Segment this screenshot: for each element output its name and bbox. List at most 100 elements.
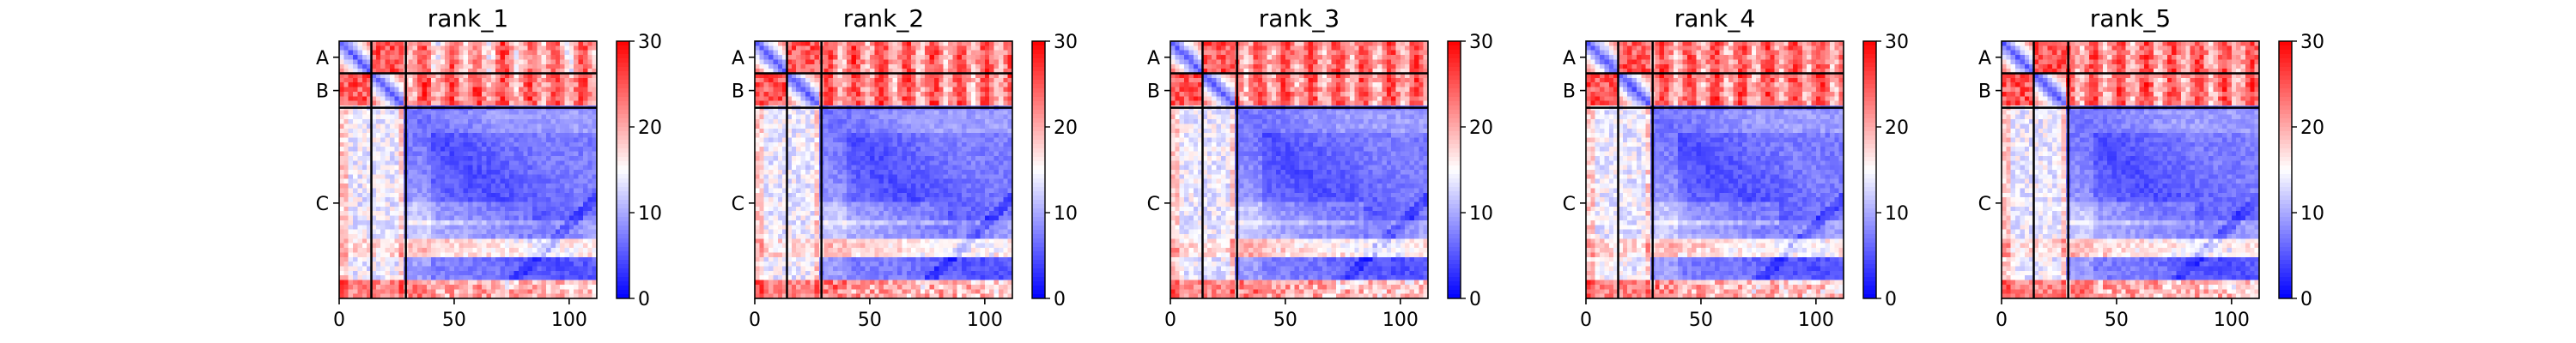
heatmap-cell (504, 69, 510, 75)
heatmap-cell (550, 220, 556, 226)
heatmap-cell (357, 234, 363, 239)
heatmap-cell (431, 91, 437, 97)
heatmap-cell (989, 96, 995, 102)
heatmap-cell (518, 41, 524, 46)
heatmap-cell (408, 45, 414, 51)
heatmap-cell (417, 178, 423, 184)
heatmap-cell (523, 137, 529, 143)
heatmap-cell (463, 192, 469, 198)
heatmap-cell (385, 206, 391, 212)
heatmap-cell (592, 141, 598, 147)
heatmap-cell (587, 41, 593, 46)
heatmap-cell (348, 197, 354, 203)
heatmap-cell (592, 229, 598, 235)
heatmap-cell (463, 211, 469, 217)
heatmap-cell (468, 270, 473, 276)
heatmap-cell (769, 160, 775, 166)
heatmap-cell (759, 91, 765, 97)
heatmap-cell (367, 123, 373, 129)
heatmap-cell (920, 155, 926, 161)
heatmap-cell (592, 188, 598, 194)
heatmap-cell (869, 63, 875, 69)
heatmap-cell (440, 170, 446, 175)
heatmap-cell (847, 45, 853, 51)
heatmap-cell (459, 243, 465, 249)
heatmap-cell (582, 225, 588, 231)
heatmap-cell (773, 155, 779, 161)
heatmap-cell (504, 63, 510, 69)
heatmap-cell (490, 229, 496, 235)
heatmap-cell (486, 141, 492, 147)
heatmap-cell (417, 206, 423, 212)
heatmap-cell (343, 202, 349, 208)
heatmap-cell (1003, 69, 1009, 75)
heatmap-cell (353, 63, 359, 69)
heatmap-cell (892, 160, 898, 166)
heatmap-cell (440, 280, 446, 286)
heatmap-cell (380, 178, 386, 184)
heatmap-cell (504, 50, 510, 56)
heatmap-cell (518, 82, 524, 88)
heatmap-cell (380, 69, 386, 75)
heatmap-cell (1007, 165, 1013, 171)
heatmap-cell (546, 229, 552, 235)
heatmap-cell (371, 225, 377, 231)
heatmap-cell (1007, 151, 1013, 157)
colorbar-segment (617, 196, 629, 201)
heatmap-cell (385, 82, 391, 88)
heatmap-cell (860, 87, 866, 93)
heatmap-cell (592, 270, 598, 276)
heatmap-cell (523, 238, 529, 244)
heatmap-cell (855, 87, 861, 93)
heatmap-cell (490, 238, 496, 244)
heatmap-cell (371, 280, 377, 286)
heatmap-cell (592, 165, 598, 171)
heatmap-cell (555, 55, 561, 61)
heatmap-cell (878, 100, 884, 106)
heatmap-cell (814, 119, 820, 125)
heatmap-cell (828, 110, 834, 116)
heatmap-cell (523, 284, 529, 290)
heatmap-cell (375, 215, 381, 221)
x-tick-label: 50 (442, 310, 466, 331)
heatmap-cell (495, 91, 501, 97)
heatmap-cell (527, 133, 533, 139)
heatmap-cell (855, 91, 861, 97)
heatmap-cell (851, 147, 857, 153)
heatmap-cell (389, 100, 395, 106)
heatmap-cell (472, 192, 478, 198)
heatmap-cell (463, 50, 469, 56)
heatmap-cell (952, 50, 958, 56)
heatmap-cell (380, 141, 386, 147)
heatmap-cell (828, 184, 834, 190)
heatmap-cell (486, 225, 492, 231)
heatmap-cell (878, 82, 884, 88)
heatmap-cell (435, 206, 441, 212)
heatmap-cell (796, 178, 802, 184)
heatmap-cell (920, 45, 926, 51)
heatmap-cell (777, 91, 783, 97)
heatmap-cell (796, 77, 802, 83)
heatmap-cell (477, 119, 483, 125)
heatmap-cell (353, 202, 359, 208)
heatmap-cell (952, 151, 958, 157)
heatmap-cell (398, 137, 404, 143)
heatmap-cell (833, 170, 839, 175)
heatmap-cell (777, 178, 783, 184)
heatmap-cell (380, 119, 386, 125)
heatmap-cell (564, 141, 570, 147)
heatmap-cell (911, 133, 917, 139)
heatmap-cell (504, 137, 510, 143)
heatmap-cell (422, 96, 428, 102)
heatmap-cell (837, 63, 843, 69)
heatmap-cell (361, 69, 368, 75)
heatmap-cell (504, 229, 510, 235)
heatmap-cell (422, 141, 428, 147)
heatmap-cell (998, 147, 1004, 153)
heatmap-cell (389, 248, 395, 254)
heatmap-cell (574, 243, 580, 249)
heatmap-cell (933, 178, 939, 184)
heatmap-cell (394, 41, 400, 46)
heatmap-cell (998, 141, 1004, 147)
heatmap-cell (445, 73, 451, 79)
